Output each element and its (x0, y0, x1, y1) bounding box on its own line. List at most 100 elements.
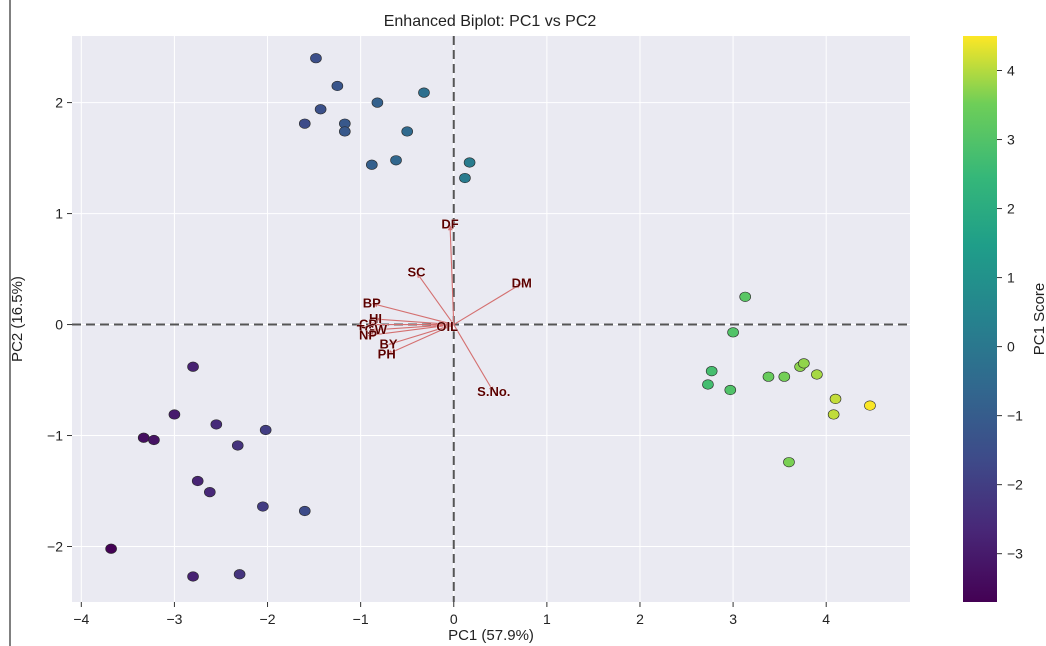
colorbar-ticks: −3 −2 −1 0 1 2 3 4 (997, 63, 1023, 562)
data-point (210, 419, 223, 430)
loading-arrowhead (368, 322, 374, 327)
data-point (366, 159, 378, 170)
x-tick-label: 1 (543, 611, 551, 627)
plot-area (72, 36, 910, 602)
data-point (233, 569, 246, 580)
data-point (401, 126, 414, 137)
loading-arrowhead (371, 302, 378, 308)
loading-label: NP (359, 328, 377, 343)
score-points (105, 53, 876, 582)
y-tick-label: −1 (47, 428, 63, 444)
x-tick-label: −1 (353, 611, 369, 627)
loading-label: BP (363, 295, 381, 310)
data-point (783, 457, 795, 468)
loading-arrowhead (368, 332, 374, 338)
data-point (105, 543, 117, 554)
colorbar-tick-label: 2 (1007, 201, 1015, 217)
y-axis-label: PC2 (16.5%) (9, 276, 26, 362)
data-point (798, 358, 810, 369)
loading-arrow (388, 324, 454, 346)
x-tick-label: 2 (636, 611, 644, 627)
data-point (727, 327, 739, 338)
data-point (762, 371, 775, 382)
loading-label: OIL (436, 319, 458, 334)
chart-title: Enhanced Biplot: PC1 vs PC2 (384, 13, 597, 30)
colorbar-tick-label: 1 (1007, 270, 1015, 286)
x-axis-label: PC1 (57.9%) (448, 627, 534, 644)
colorbar-tick-label: −1 (1007, 408, 1023, 424)
loading-arrowhead (386, 350, 393, 355)
loading-label: SC (407, 264, 426, 279)
data-point (257, 501, 269, 512)
data-point (148, 434, 160, 446)
data-point (778, 371, 791, 382)
loading-arrowhead (447, 322, 454, 328)
x-axis-ticks: −4 −3 −2 −1 0 1 2 3 4 (73, 602, 830, 627)
data-point (705, 366, 718, 377)
loading-arrow (386, 324, 454, 356)
colorbar-tick-label: 4 (1007, 63, 1015, 79)
data-point (298, 118, 311, 129)
loading-arrowhead (488, 386, 494, 393)
data-point (331, 80, 344, 92)
data-point (864, 400, 876, 411)
loading-label: TGW (357, 322, 388, 337)
colorbar-tick-label: 3 (1007, 132, 1015, 148)
data-point (371, 97, 384, 108)
loading-arrowhead (416, 272, 422, 279)
loading-label: DM (512, 275, 532, 290)
data-point (829, 393, 842, 405)
loading-arrow (371, 302, 454, 326)
x-tick-label: 0 (450, 611, 458, 627)
loading-arrow (449, 224, 455, 325)
loading-arrow (375, 318, 454, 326)
colorbar-tick-label: −3 (1007, 546, 1023, 562)
data-point (191, 475, 204, 487)
data-point (390, 155, 402, 166)
x-tick-label: 3 (729, 611, 737, 627)
data-point (310, 53, 322, 64)
loading-arrow (371, 324, 454, 331)
loading-label: CP (359, 317, 377, 332)
loading-arrow (453, 283, 523, 326)
colorbar-tick-label: 0 (1007, 339, 1015, 355)
loading-arrow (453, 324, 495, 393)
data-point (298, 505, 311, 517)
data-point (339, 126, 351, 137)
data-point (739, 291, 751, 302)
loading-arrow (416, 272, 455, 325)
loading-label: HI (369, 311, 382, 326)
colorbar-tick-label: −2 (1007, 477, 1023, 493)
loading-label: DF (441, 217, 458, 232)
data-point (724, 384, 737, 396)
y-tick-label: 1 (55, 206, 63, 222)
data-point (827, 409, 840, 420)
colorbar (963, 36, 997, 602)
loading-label: PH (378, 347, 396, 362)
data-point (187, 571, 199, 582)
data-point (187, 361, 199, 372)
data-point (811, 369, 823, 380)
loading-arrowhead (447, 224, 453, 231)
loading-arrowhead (388, 340, 395, 346)
y-tick-label: 0 (55, 317, 63, 333)
loading-arrowhead (375, 317, 382, 322)
colorbar-label: PC1 Score (1031, 283, 1046, 356)
loading-label: BY (380, 337, 398, 352)
data-point (231, 440, 244, 451)
data-point (418, 87, 430, 98)
x-tick-label: −4 (73, 611, 89, 627)
data-point (459, 172, 471, 184)
data-point (314, 104, 327, 115)
data-point (204, 487, 216, 498)
y-tick-label: −2 (47, 539, 63, 555)
data-point (168, 409, 181, 420)
loading-arrowhead (371, 327, 378, 333)
loading-label: S.No. (477, 384, 510, 399)
x-tick-label: 4 (822, 611, 830, 627)
data-point (702, 379, 714, 390)
data-point (259, 424, 272, 436)
loading-arrow (368, 324, 454, 337)
